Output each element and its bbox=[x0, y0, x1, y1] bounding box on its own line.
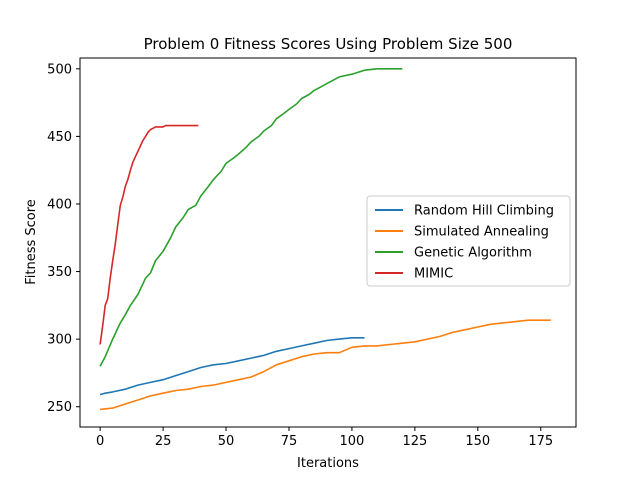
y-tick-label: 450 bbox=[47, 130, 72, 145]
legend-label: MIMIC bbox=[414, 267, 453, 282]
y-tick-label: 500 bbox=[47, 62, 72, 77]
x-tick-label: 50 bbox=[218, 434, 235, 449]
series-line-genetic-algorithm bbox=[99, 68, 403, 367]
series-layer bbox=[99, 68, 551, 411]
legend-box bbox=[366, 195, 571, 287]
x-axis-label: Iterations bbox=[297, 456, 359, 471]
series-line-mimic bbox=[99, 124, 199, 345]
plot-area bbox=[79, 57, 577, 428]
legend-label: Genetic Algorithm bbox=[414, 246, 532, 261]
series-line-simulated-annealing bbox=[100, 319, 551, 411]
legend: Random Hill Climbing Simulated Annealing G… bbox=[366, 195, 571, 287]
x-tick-label: 100 bbox=[340, 434, 365, 449]
legend-label: Simulated Annealing bbox=[414, 225, 549, 240]
y-tick-label: 350 bbox=[47, 265, 72, 280]
x-tick-label: 0 bbox=[96, 434, 104, 449]
y-tick-label: 300 bbox=[47, 333, 72, 348]
x-tick-label: 25 bbox=[155, 434, 172, 449]
x-tick-label: 75 bbox=[281, 434, 298, 449]
x-tick-label: 125 bbox=[402, 434, 427, 449]
y-axis: 250 300 350 400 450 500 bbox=[47, 62, 80, 415]
series-line-random-hill-climbing bbox=[99, 336, 365, 396]
x-tick-label: 150 bbox=[465, 434, 490, 449]
y-axis-label: Fitness Score bbox=[24, 199, 39, 285]
y-tick-label: 400 bbox=[47, 197, 72, 212]
y-tick-label: 250 bbox=[47, 400, 72, 415]
x-axis: 0 25 50 75 100 125 150 175 bbox=[96, 427, 553, 449]
legend-label: Random Hill Climbing bbox=[414, 204, 554, 219]
axes-frame bbox=[79, 57, 577, 428]
chart-title: Problem 0 Fitness Scores Using Problem S… bbox=[144, 35, 513, 53]
x-tick-label: 175 bbox=[528, 434, 553, 449]
